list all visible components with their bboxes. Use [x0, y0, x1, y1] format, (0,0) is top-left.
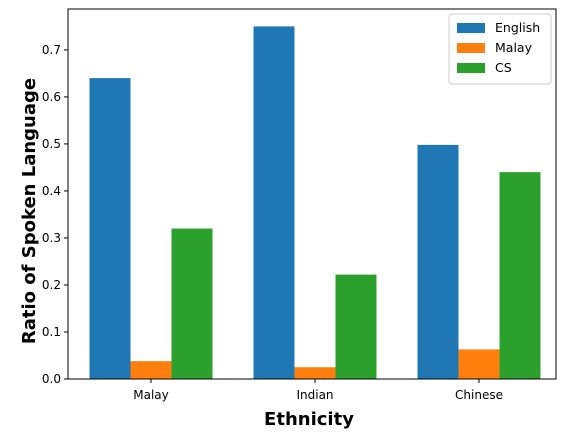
bar-english-malay — [89, 78, 131, 380]
y-tick-label: 0.0 — [42, 372, 61, 386]
bar-cs-chinese — [499, 172, 541, 379]
legend-label-malay: Malay — [495, 40, 533, 55]
plot-frame — [67, 8, 557, 380]
y-tick-label: 0.5 — [42, 137, 61, 151]
bars-group — [89, 26, 541, 380]
bar-english-indian — [253, 26, 295, 379]
legend: English Malay CS — [448, 13, 552, 85]
legend-label-english: English — [495, 20, 540, 35]
legend-swatch-cs — [457, 63, 485, 73]
legend-swatch-english — [457, 23, 485, 33]
bar-malay-malay — [130, 361, 172, 379]
y-tick-label: 0.7 — [42, 43, 61, 57]
x-tick-label: Chinese — [455, 388, 503, 402]
bar-cs-indian — [335, 274, 377, 379]
y-tick-label: 0.3 — [42, 231, 61, 245]
y-tick-label: 0.1 — [42, 325, 61, 339]
bar-cs-malay — [171, 228, 213, 379]
x-axis-title: Ethnicity — [264, 409, 354, 430]
bar-english-chinese — [417, 144, 459, 379]
x-tick-label: Indian — [296, 388, 333, 402]
bar-malay-chinese — [458, 349, 500, 379]
y-axis-title: Ratio of Spoken Language — [19, 78, 40, 344]
y-tick-label: 0.2 — [42, 278, 61, 292]
axes-group: Malay Indian Chinese 0.0 0.1 0.2 0.3 0.4 0.5 0.6 0… — [42, 8, 557, 402]
bar-malay-indian — [294, 367, 336, 379]
y-tick-label: 0.4 — [42, 184, 61, 198]
y-tick-label: 0.6 — [42, 90, 61, 104]
legend-label-cs: CS — [495, 60, 512, 75]
x-tick-label: Malay — [133, 388, 169, 402]
legend-swatch-malay — [457, 43, 485, 53]
